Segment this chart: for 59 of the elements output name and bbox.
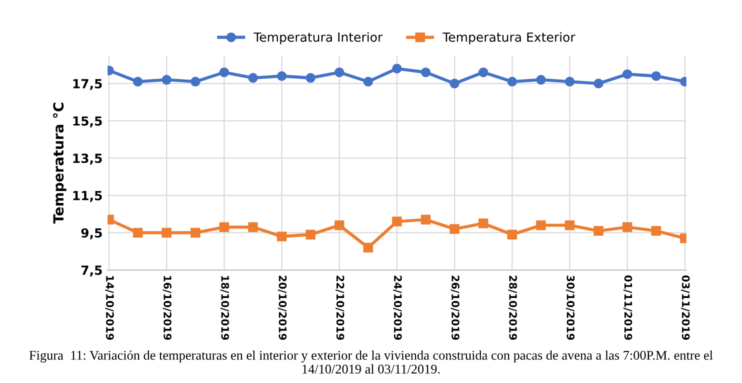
- point: [622, 69, 632, 80]
- x-tick-label: 26/10/2019: [450, 276, 460, 340]
- x-tick-label: 22/10/2019: [336, 276, 344, 340]
- y-tick-label: 7,5: [81, 266, 102, 277]
- point: [594, 226, 604, 236]
- y-tick-label: 9,5: [81, 228, 102, 240]
- x-tick-label: 28/10/2019: [508, 276, 518, 340]
- point: [450, 224, 460, 234]
- point: [162, 74, 172, 85]
- y-tick-label: 13,5: [73, 154, 102, 165]
- x-tick-label: 14/10/2019: [105, 276, 114, 340]
- point: [248, 222, 258, 232]
- legend-label: Temperatura Interior: [254, 32, 383, 44]
- point: [536, 74, 546, 85]
- point: [420, 67, 431, 78]
- point: [190, 228, 200, 238]
- point: [276, 232, 287, 242]
- point: [420, 214, 431, 225]
- legend-label: Temperatura Exterior: [442, 32, 576, 44]
- point: [363, 76, 374, 87]
- point: [478, 67, 488, 78]
- point: [507, 230, 518, 240]
- point: [564, 76, 575, 87]
- point: [334, 220, 344, 230]
- point: [478, 218, 488, 228]
- point: [450, 78, 460, 88]
- point: [162, 228, 172, 238]
- y-tick-label: 15,5: [73, 116, 102, 128]
- point: [219, 67, 230, 78]
- point: [276, 71, 287, 81]
- point: [363, 242, 374, 252]
- point: [536, 220, 546, 230]
- x-tick-label: 20/10/2019: [278, 276, 287, 340]
- text: Figura 11: Variación de temperaturas en el interior y exterior de la vivienda construida con pacas de avena a las 7:00P.M. entre el 14/10/2019 al 03/11/2019.: [29, 350, 713, 374]
- x-tick-label: 30/10/2019: [566, 276, 575, 340]
- x-tick-label: 01/11/2019: [623, 275, 632, 340]
- point: [334, 67, 344, 78]
- point: [306, 73, 316, 83]
- point: [594, 78, 604, 88]
- point: [219, 222, 230, 232]
- point: [132, 228, 143, 238]
- point: [507, 76, 518, 87]
- point: [392, 64, 402, 74]
- y-axis-title: Temperatura °C: [53, 102, 66, 224]
- point: [190, 76, 200, 87]
- point: [651, 226, 661, 236]
- x-tick-label: 24/10/2019: [393, 276, 402, 340]
- y-tick-label: 17,5: [73, 79, 102, 90]
- x-tick-label: 03/11/2019: [681, 275, 690, 340]
- point: [248, 73, 258, 83]
- x-tick-label: 18/10/2019: [220, 276, 230, 340]
- point: [564, 220, 575, 230]
- point: [622, 222, 632, 232]
- point: [132, 76, 143, 87]
- point: [651, 71, 661, 81]
- x-tick-label: 16/10/2019: [162, 276, 172, 340]
- point: [306, 230, 316, 240]
- y-tick-label: 11,5: [73, 191, 102, 202]
- point: [392, 216, 402, 226]
